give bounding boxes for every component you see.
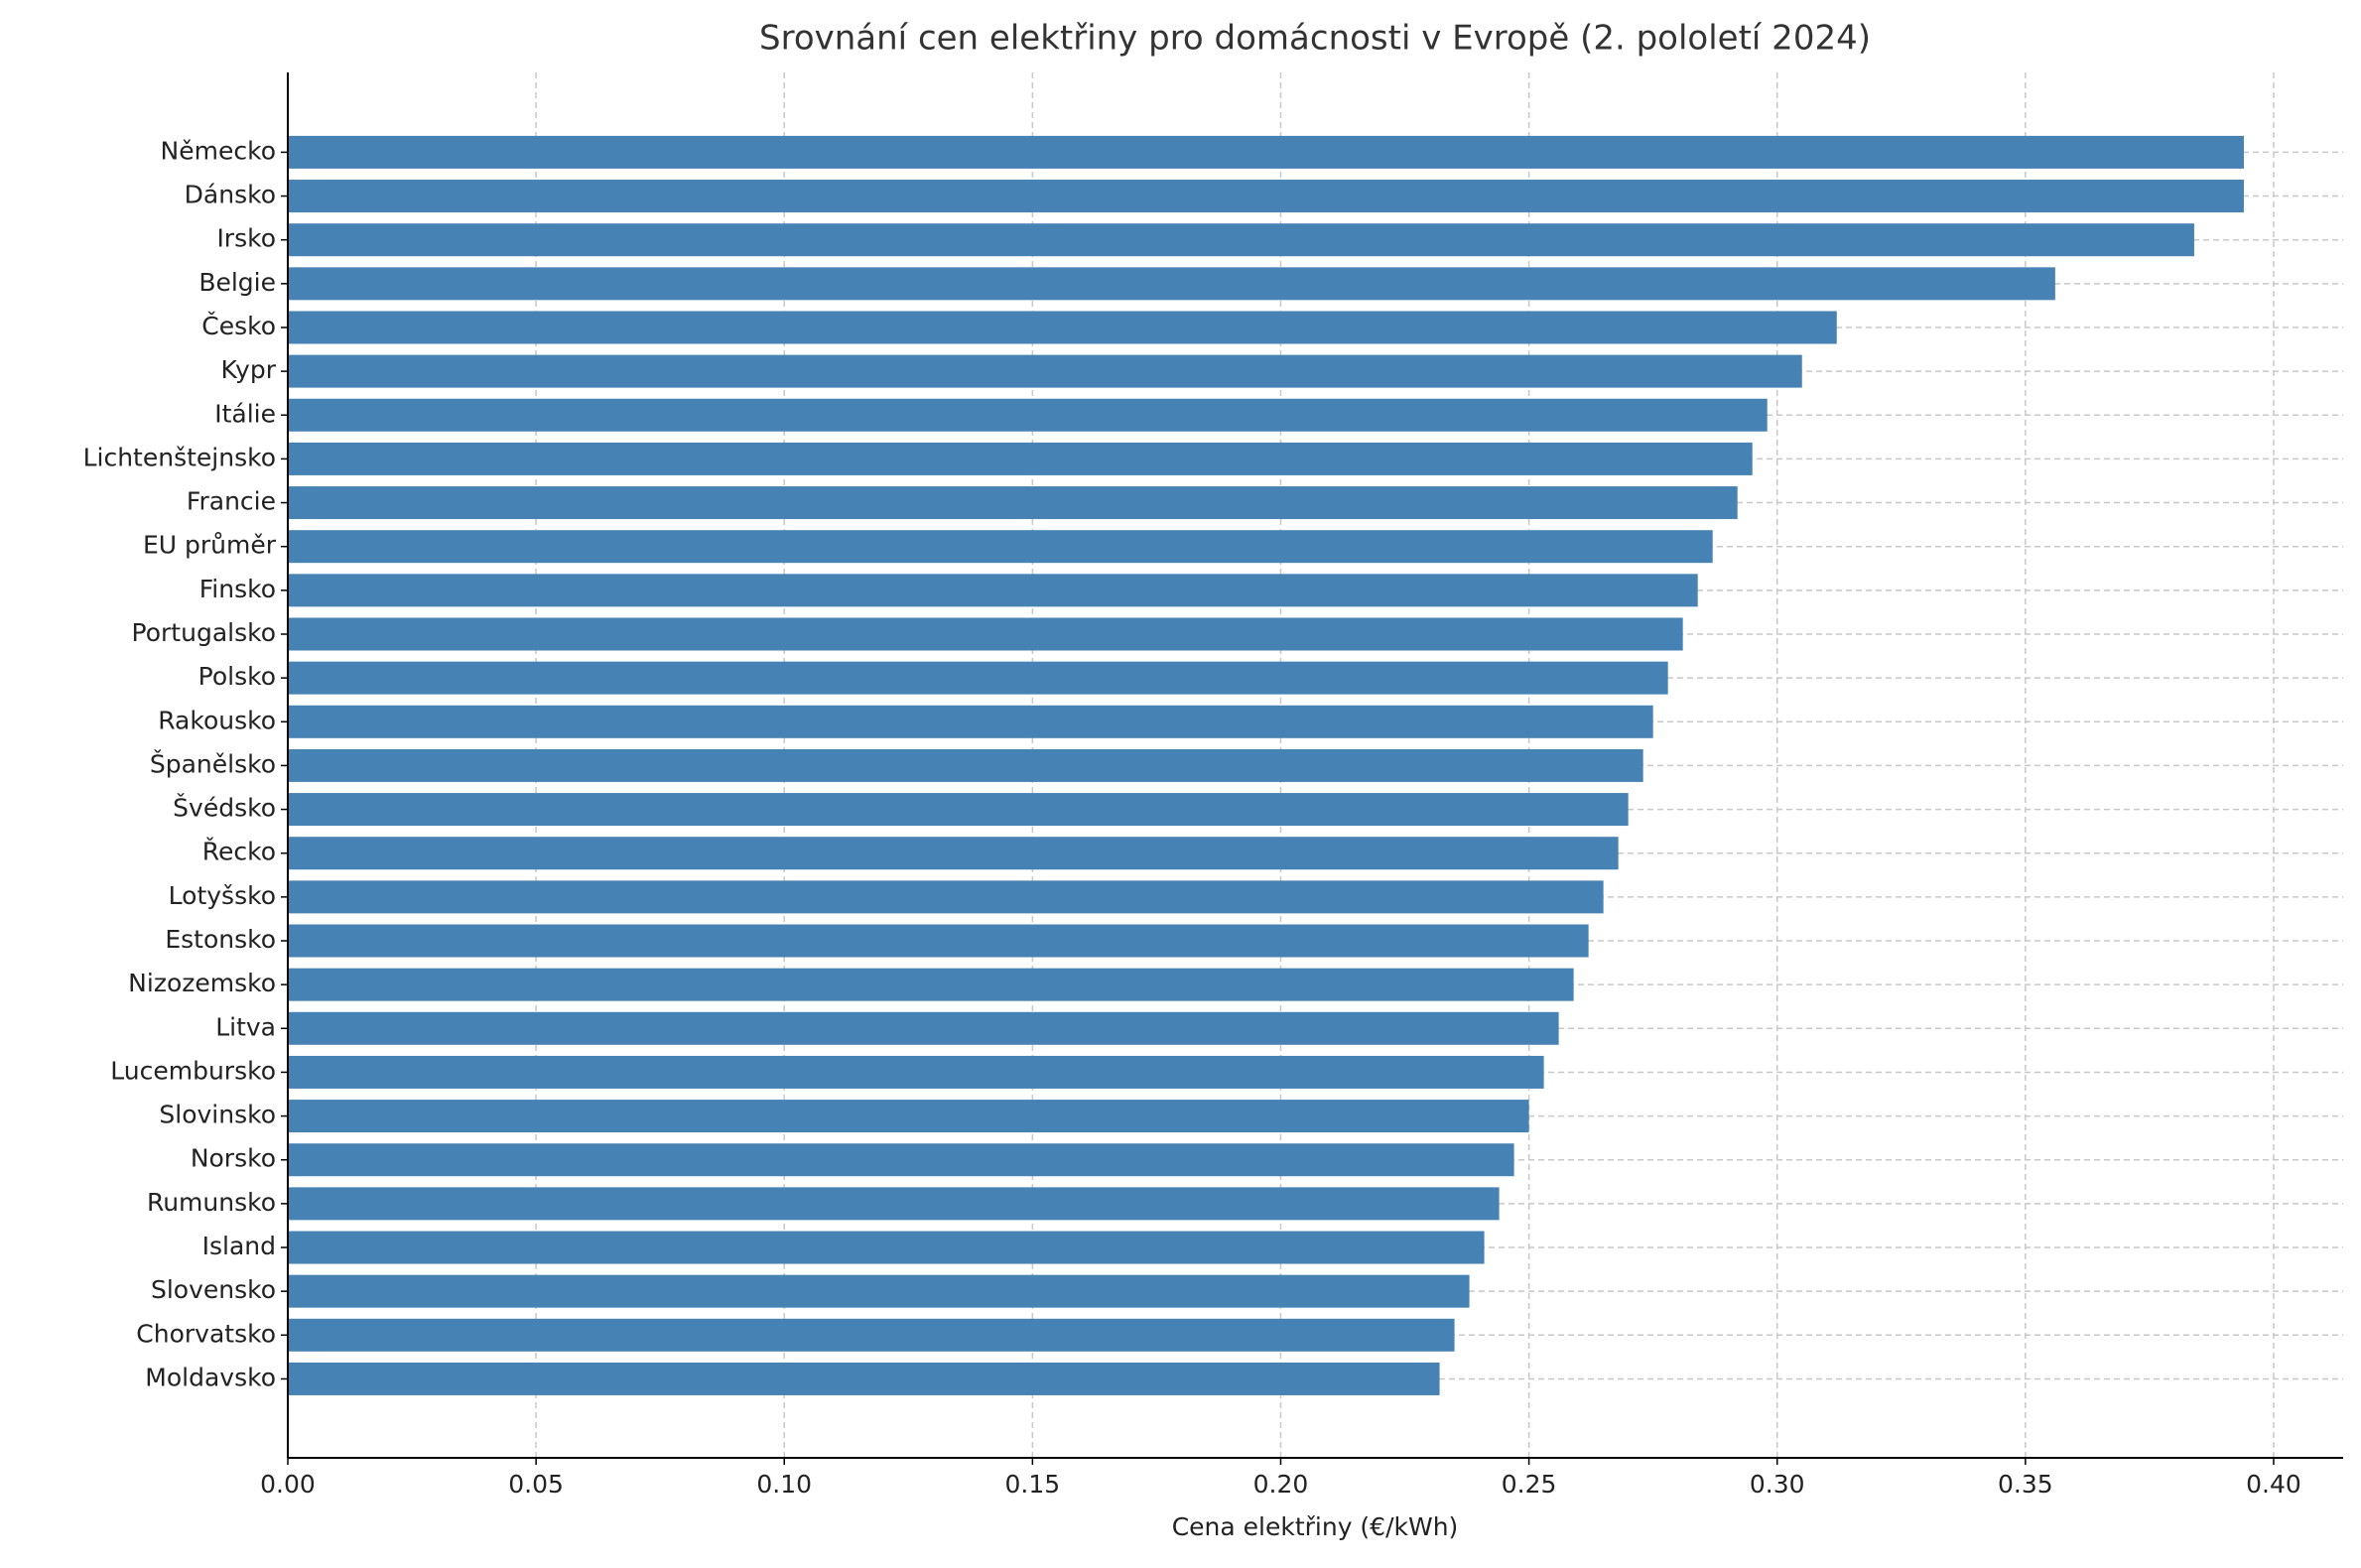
x-tick-label: 0.20 — [1253, 1470, 1309, 1499]
y-tick-label: Lucembursko — [110, 1056, 276, 1085]
y-tick-label: Rumunsko — [147, 1188, 276, 1217]
x-tick-label: 0.10 — [756, 1470, 812, 1499]
y-tick-label: Moldavsko — [145, 1363, 276, 1391]
bar — [288, 1318, 1455, 1352]
y-tick-label: Francie — [187, 487, 276, 516]
y-tick-label: Litva — [215, 1012, 276, 1041]
bar — [288, 1187, 1500, 1221]
bar — [288, 705, 1653, 738]
bar — [288, 223, 2194, 257]
bar — [288, 530, 1713, 564]
bar — [288, 311, 1837, 344]
y-tick-label: Dánsko — [185, 181, 276, 209]
y-tick-label: Švédsko — [173, 793, 276, 823]
bar — [288, 837, 1619, 870]
x-tick-label: 0.30 — [1750, 1470, 1805, 1499]
bar — [288, 267, 2055, 301]
y-tick-label: Portugalsko — [132, 618, 276, 647]
y-tick-label: Finsko — [199, 575, 276, 603]
bar — [288, 1055, 1544, 1089]
y-tick-label: Slovensko — [151, 1275, 276, 1304]
bar — [288, 180, 2244, 213]
x-tick-label: 0.15 — [1005, 1470, 1061, 1499]
y-tick-label: Slovinsko — [159, 1101, 276, 1129]
y-tick-label: Belgie — [198, 268, 276, 297]
bar — [288, 968, 1574, 1001]
y-tick-label: Lotyšsko — [169, 881, 276, 910]
y-tick-label: EU průměr — [143, 531, 277, 560]
bar — [288, 1274, 1470, 1308]
bar — [288, 1143, 1514, 1177]
x-tick-label: 0.25 — [1502, 1470, 1557, 1499]
chart-title: Srovnání cen elektřiny pro domácnosti v … — [759, 19, 1871, 59]
x-tick-label: 0.40 — [2246, 1470, 2301, 1499]
y-tick-label: Norsko — [191, 1144, 276, 1173]
y-tick-label: Island — [202, 1232, 276, 1260]
bar — [288, 574, 1698, 607]
bar — [288, 1100, 1529, 1133]
x-tick-label: 0.00 — [260, 1470, 316, 1499]
y-tick-label: Německo — [161, 136, 276, 165]
y-tick-label: Estonsko — [165, 925, 276, 954]
bar — [288, 486, 1738, 520]
bar — [288, 748, 1643, 782]
bar — [288, 880, 1604, 914]
y-tick-label: Řecko — [202, 838, 276, 866]
x-axis-label: Cena elektřiny (€/kWh) — [1172, 1512, 1459, 1541]
bar — [288, 1011, 1559, 1045]
bar — [288, 1231, 1485, 1264]
bar — [288, 661, 1668, 695]
x-tick-label: 0.05 — [508, 1470, 564, 1499]
bar — [288, 924, 1589, 958]
y-tick-label: Česko — [201, 311, 276, 340]
y-tick-label: Nizozemsko — [128, 969, 276, 997]
bar — [288, 617, 1683, 651]
y-tick-label: Rakousko — [158, 706, 276, 734]
y-tick-label: Lichtenštejnsko — [83, 443, 276, 471]
bar — [288, 135, 2244, 169]
bar — [288, 398, 1768, 432]
bar — [288, 442, 1753, 475]
bar — [288, 793, 1629, 827]
y-tick-label: Chorvatsko — [136, 1319, 276, 1348]
y-tick-label: Irsko — [216, 224, 276, 253]
y-tick-label: Kypr — [220, 355, 276, 384]
y-tick-label: Polsko — [198, 662, 276, 691]
y-tick-label: Španělsko — [150, 748, 276, 778]
bar — [288, 1362, 1440, 1395]
x-tick-label: 0.35 — [1998, 1470, 2053, 1499]
y-tick-label: Itálie — [214, 399, 276, 428]
bar — [288, 354, 1802, 388]
